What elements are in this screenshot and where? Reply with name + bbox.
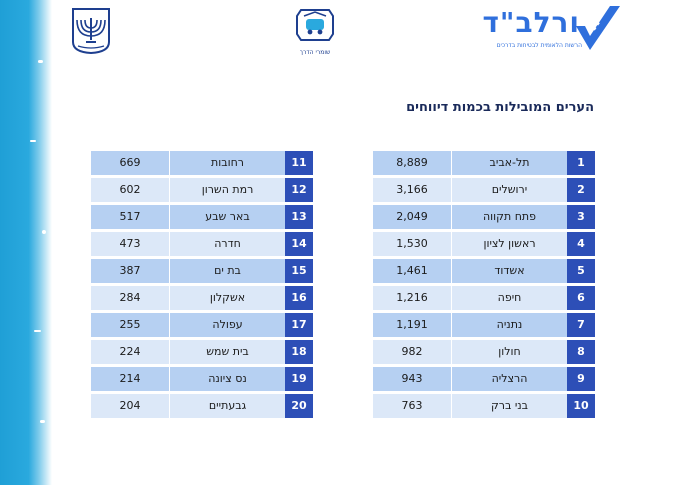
table-row: 387 בת ים 15 (91, 259, 313, 283)
rank-cell: 8 (567, 340, 595, 364)
report-count-cell: 1,530 (373, 232, 451, 256)
report-count-cell: 1,461 (373, 259, 451, 283)
city-name-cell: רחובות (169, 151, 285, 175)
report-count-cell: 2,049 (373, 205, 451, 229)
city-name-cell: חיפה (451, 286, 567, 310)
city-name-cell: בית שמש (169, 340, 285, 364)
table-row: 1,530 ראשון לציון 4 (373, 232, 595, 256)
rank-cell: 19 (285, 367, 313, 391)
rank-cell: 14 (285, 232, 313, 256)
city-name-cell: בני ברק (451, 394, 567, 418)
rank-cell: 15 (285, 259, 313, 283)
report-count-cell: 255 (91, 313, 169, 337)
report-count-cell: 1,191 (373, 313, 451, 337)
report-count-cell: 1,216 (373, 286, 451, 310)
rank-cell: 3 (567, 205, 595, 229)
report-count-cell: 204 (91, 394, 169, 418)
rank-cell: 16 (285, 286, 313, 310)
table-row: 1,191 נתניה 7 (373, 313, 595, 337)
table-row: 284 אשקלון 16 (91, 286, 313, 310)
table-row: 517 באר שבע 13 (91, 205, 313, 229)
page-title: הערים המובילות בכמות דיווחים (406, 100, 594, 115)
table-row: 2,049 פתח תקווה 3 (373, 205, 595, 229)
rank-cell: 17 (285, 313, 313, 337)
rank-cell: 2 (567, 178, 595, 202)
rank-cell: 5 (567, 259, 595, 283)
rank-cell: 12 (285, 178, 313, 202)
rank-cell: 13 (285, 205, 313, 229)
cities-table-11-20: 669 רחובות 11 602 רמת השרון 12 517 באר שבע 13 473… (91, 151, 313, 421)
table-row: 602 רמת השרון 12 (91, 178, 313, 202)
brand-tagline: הרשות הלאומית לבטיחות בדרכים (496, 42, 582, 49)
city-name-cell: פתח תקווה (451, 205, 567, 229)
rank-cell: 11 (285, 151, 313, 175)
city-name-cell: גבעתיים (169, 394, 285, 418)
decorative-brush-stripe (0, 0, 52, 485)
city-name-cell: חדרה (169, 232, 285, 256)
rank-cell: 1 (567, 151, 595, 175)
table-row: 224 בית שמש 18 (91, 340, 313, 364)
table-row: 255 עפולה 17 (91, 313, 313, 337)
rank-cell: 20 (285, 394, 313, 418)
city-name-cell: עפולה (169, 313, 285, 337)
table-row: 1,461 אשדוד 5 (373, 259, 595, 283)
city-name-cell: ראשון לציון (451, 232, 567, 256)
table-row: 214 נס ציונה 19 (91, 367, 313, 391)
table-row: 982 חולון 8 (373, 340, 595, 364)
report-count-cell: 669 (91, 151, 169, 175)
city-name-cell: נתניה (451, 313, 567, 337)
table-row: 669 רחובות 11 (91, 151, 313, 175)
rank-cell: 4 (567, 232, 595, 256)
road-guardians-logo-icon (296, 9, 334, 41)
rank-cell: 6 (567, 286, 595, 310)
table-row: 3,166 ירושלים 2 (373, 178, 595, 202)
report-count-cell: 602 (91, 178, 169, 202)
table-row: 943 הרצליה 9 (373, 367, 595, 391)
report-count-cell: 224 (91, 340, 169, 364)
city-name-cell: אשדוד (451, 259, 567, 283)
city-name-cell: רמת השרון (169, 178, 285, 202)
middle-logo-label: שומרי הדרך (299, 49, 331, 56)
city-name-cell: בת ים (169, 259, 285, 283)
city-name-cell: ירושלים (451, 178, 567, 202)
table-row: 763 בני ברק 10 (373, 394, 595, 418)
report-count-cell: 473 (91, 232, 169, 256)
rank-cell: 10 (567, 394, 595, 418)
city-name-cell: נס ציונה (169, 367, 285, 391)
city-name-cell: תל-אביב (451, 151, 567, 175)
report-count-cell: 763 (373, 394, 451, 418)
menorah-emblem-icon (70, 6, 112, 55)
report-count-cell: 943 (373, 367, 451, 391)
rank-cell: 18 (285, 340, 313, 364)
cities-table-top-10: 8,889 תל-אביב 1 3,166 ירושלים 2 2,049 פתח תקווה… (373, 151, 595, 421)
report-count-cell: 982 (373, 340, 451, 364)
rank-cell: 7 (567, 313, 595, 337)
report-count-cell: 214 (91, 367, 169, 391)
city-name-cell: הרצליה (451, 367, 567, 391)
brand-logo: ורלב"ד הרשות הלאומית לבטיחות בדרכים (452, 4, 622, 58)
table-row: 473 חדרה 14 (91, 232, 313, 256)
report-count-cell: 387 (91, 259, 169, 283)
checkmark-road-icon (576, 6, 620, 50)
rank-cell: 9 (567, 367, 595, 391)
city-name-cell: חולון (451, 340, 567, 364)
table-row: 8,889 תל-אביב 1 (373, 151, 595, 175)
city-name-cell: באר שבע (169, 205, 285, 229)
brand-name: ורלב"ד (482, 6, 580, 39)
road-guardians-logo: שומרי הדרך (292, 6, 338, 58)
city-name-cell: אשקלון (169, 286, 285, 310)
table-row: 204 גבעתיים 20 (91, 394, 313, 418)
report-count-cell: 517 (91, 205, 169, 229)
table-row: 1,216 חיפה 6 (373, 286, 595, 310)
report-count-cell: 284 (91, 286, 169, 310)
report-count-cell: 8,889 (373, 151, 451, 175)
report-count-cell: 3,166 (373, 178, 451, 202)
